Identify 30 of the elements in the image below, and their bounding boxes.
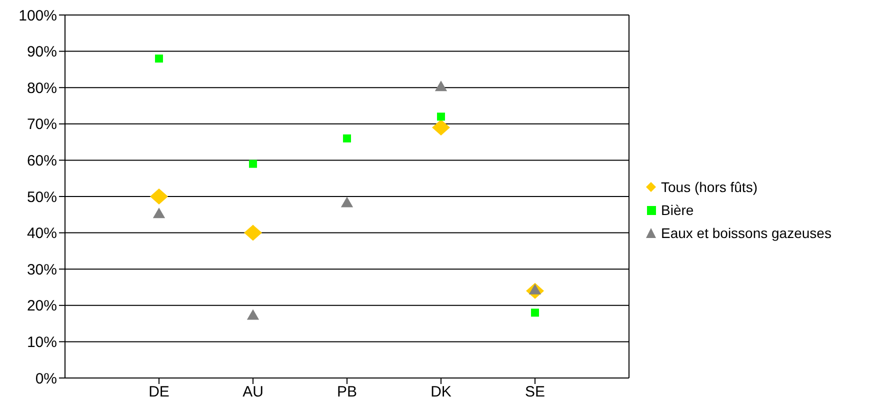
y-tick-label: 30% [26, 261, 57, 278]
legend-label: Eaux et boissons gazeuses [661, 225, 832, 241]
point [150, 188, 168, 204]
point [152, 208, 166, 218]
point [246, 309, 260, 320]
y-tick-label: 40% [26, 225, 57, 242]
y-tick-label: 0% [35, 370, 57, 388]
y-tick-label: 90% [26, 44, 57, 61]
y-tick-label: 70% [26, 116, 57, 134]
point [437, 112, 445, 121]
y-tick-label: 10% [26, 334, 57, 352]
y-tick-label: 60% [26, 152, 57, 170]
y-tick-label: 50% [26, 188, 57, 206]
y-tick-label: 80% [26, 80, 57, 97]
x-tick-label: SE [524, 384, 546, 401]
point [343, 134, 351, 142]
x-tick-label: DE [148, 384, 170, 401]
legend-label: Bière [661, 202, 694, 218]
legend-label: Tous (hors fûts) [661, 179, 758, 195]
x-tick-label: DK [430, 384, 452, 401]
point [340, 196, 354, 208]
y-tick-label: 100% [18, 7, 57, 24]
point [244, 224, 262, 241]
x-tick-label: AU [242, 384, 264, 401]
point [432, 120, 450, 136]
point [155, 54, 163, 63]
point [249, 160, 257, 168]
point [531, 308, 539, 317]
x-tick-label: PB [336, 384, 358, 401]
y-tick-label: 20% [26, 298, 57, 315]
